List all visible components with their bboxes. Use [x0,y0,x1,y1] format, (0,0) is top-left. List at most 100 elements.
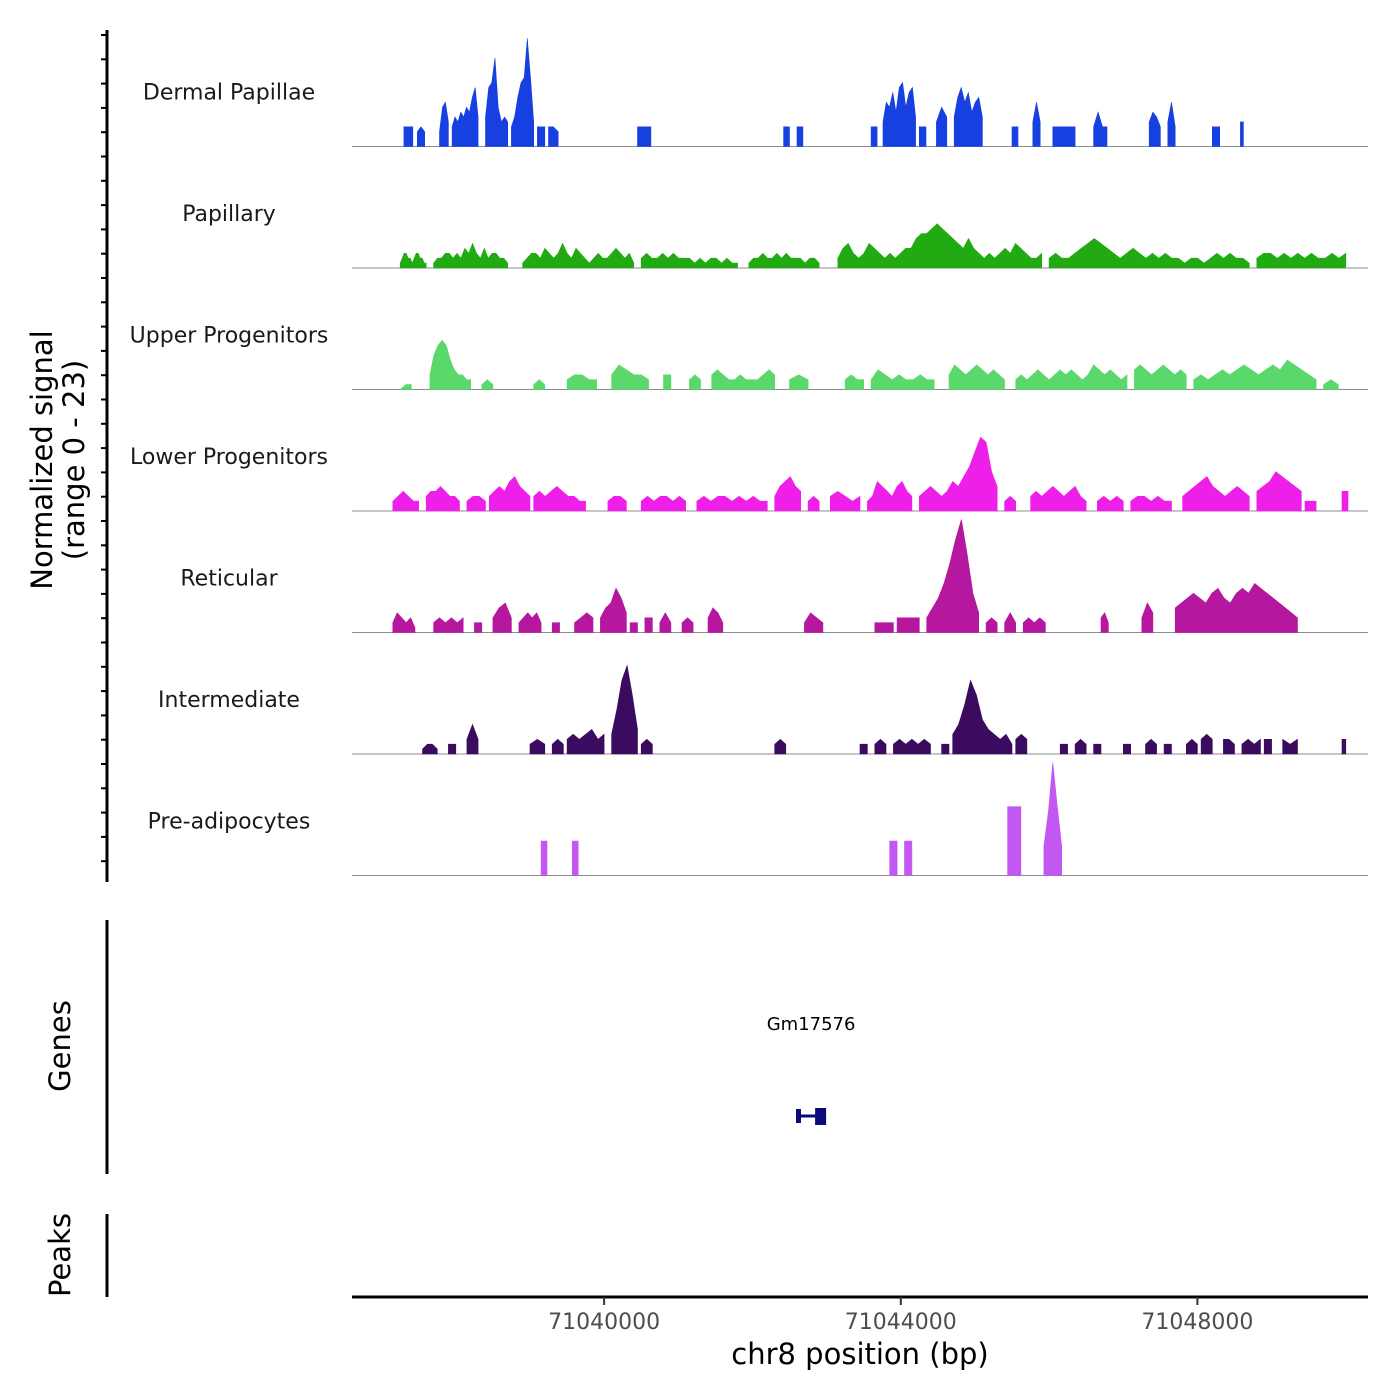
signal-area [1052,126,1076,147]
signal-area [566,374,597,390]
signal-area [1015,364,1128,390]
signal-area [837,223,1042,269]
x-axis-tick-label: 71048000 [1141,1310,1253,1335]
signal-area [607,496,627,512]
signal-area [611,664,638,755]
signal-area [574,612,594,633]
signal-area [1032,102,1041,147]
signal-area [1193,359,1317,390]
signal-area [1282,738,1298,755]
signal-area [533,379,546,390]
signal-area [870,126,878,147]
signal-area [696,495,768,512]
signal-area [399,384,412,390]
signal-area [1123,743,1131,755]
signal-area [1186,738,1198,755]
signal-area [707,607,724,633]
signal-area [1022,617,1046,633]
y-axis-title-line2: (range 0 - 23) [57,360,91,560]
signal-area [870,369,935,390]
signal-area [1004,495,1016,512]
signal-area [1048,238,1250,269]
signal-area [540,840,548,876]
signal-area [659,612,672,633]
signal-area [774,476,801,512]
gene-exon [796,1109,801,1123]
track-labels: Dermal Papillae Papillary Upper Progenitor… [130,81,329,835]
gene-label: Gm17576 [767,1014,856,1035]
signal-area [451,87,479,147]
signal-area [1304,500,1317,512]
coverage-y-axis-ticks [101,34,107,863]
x-axis-tick-label: 71044000 [845,1310,957,1335]
signal-area [807,495,820,512]
signal-area [637,126,652,147]
signal-area [1134,364,1187,390]
signal-area [681,617,694,633]
signal-area [481,379,494,390]
gene-exon [815,1108,827,1125]
signal-area [1074,738,1087,755]
signal-area [640,495,686,512]
signal-area [511,38,534,147]
signal-area [904,840,913,876]
signal-area [529,738,546,755]
signal-area [1212,126,1220,147]
signal-area [889,840,898,876]
signal-area [874,738,887,755]
signal-area [417,126,425,147]
signal-area [629,622,638,633]
signal-area [551,622,560,633]
signal-area [953,86,983,147]
signal-area [1341,491,1349,512]
signal-area [1097,495,1124,512]
signal-area [783,126,790,147]
x-axis-title: chr8 position (bp) [731,1337,988,1371]
signal-area [1130,495,1172,512]
signal-area [1256,471,1302,512]
signal-area [600,587,627,633]
signal-area [844,374,864,390]
signal-area [433,617,464,633]
signal-area [448,743,457,755]
signal-area [796,126,804,147]
y-axis-title-line1: Normalized signal [25,330,59,589]
signal-area [1240,121,1244,147]
signal-area [926,519,979,633]
signal-area [1015,733,1028,755]
signal-area [1141,602,1154,633]
signal-area [1043,762,1062,876]
signal-area [433,242,508,269]
signal-area [537,126,546,147]
signal-area [867,480,913,512]
signal-area [1223,739,1235,755]
signal-area [392,490,419,512]
signal-area [1004,612,1016,633]
signal-area [1200,733,1213,755]
signal-area [893,738,931,755]
signal-area [1323,379,1339,390]
signal-area [429,339,471,390]
signal-area [1100,612,1109,633]
signal-area [572,840,579,876]
signal-area [1030,485,1087,512]
signal-area [689,374,701,390]
signal-area [789,374,809,390]
signal-area [548,126,559,147]
signal-area [663,374,672,390]
signal-area [985,617,998,633]
signal-area [1093,743,1102,755]
x-axis-ticks: 71040000 71044000 71048000 [548,1297,1253,1335]
signal-area [522,242,635,269]
signal-area [859,743,868,755]
signal-area [566,728,605,755]
signal-area [1163,743,1172,755]
genes-panel: Gm17576 [767,1014,856,1125]
signal-area [1263,739,1272,755]
signal-area [551,738,564,755]
coverage-tracks [352,38,1368,876]
signal-area [748,252,820,269]
track-label-papillary: Papillary [182,202,276,227]
signal-area [488,476,531,512]
